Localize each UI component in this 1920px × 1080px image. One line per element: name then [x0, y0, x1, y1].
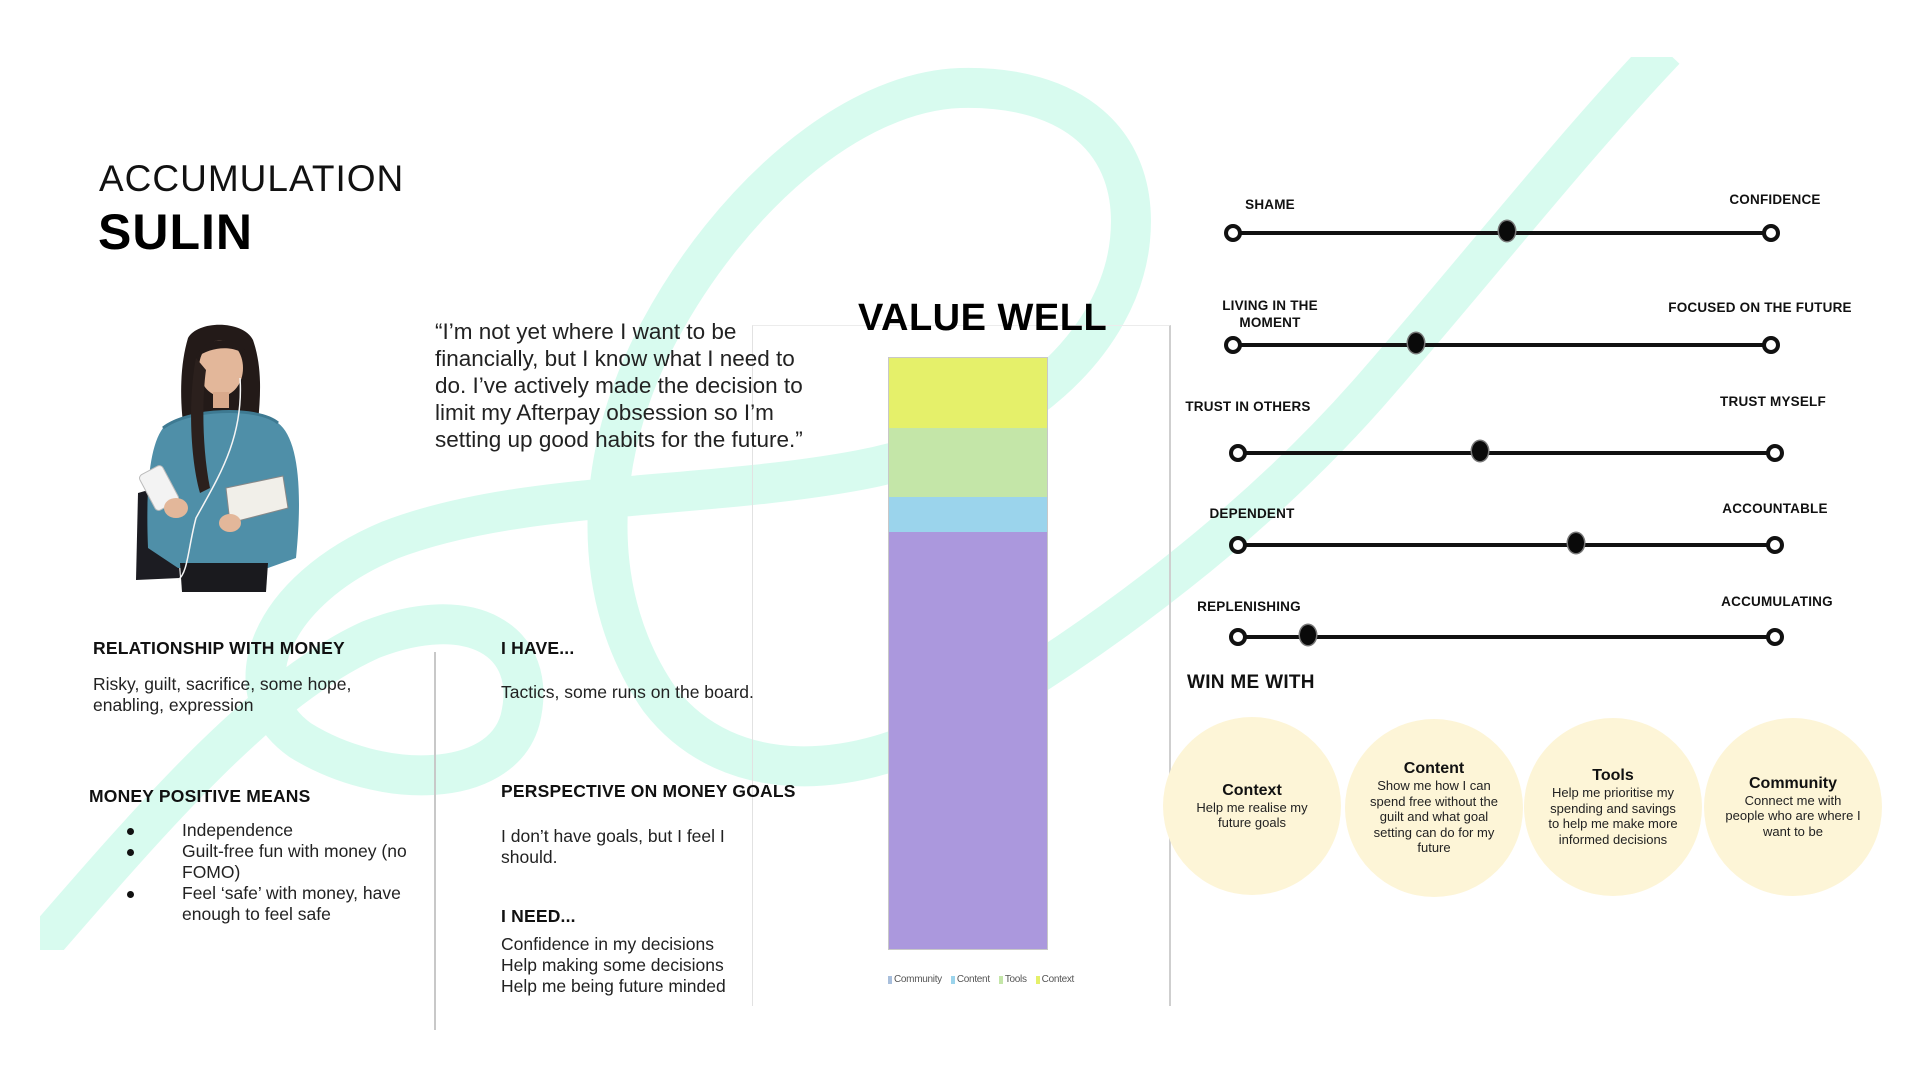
legend-label: Context	[1041, 974, 1075, 985]
i-need-list: Confidence in my decisions Help making s…	[501, 934, 801, 997]
i-need-item: Help making some decisions	[501, 955, 724, 975]
bar-segment-community	[889, 531, 1047, 949]
legend-swatch-icon	[888, 975, 892, 984]
bullet-icon	[127, 849, 134, 856]
i-have-text: Tactics, some runs on the board.	[501, 682, 754, 702]
slider-track[interactable]	[1238, 543, 1775, 547]
perspective-heading: PERSPECTIVE ON MONEY GOALS	[501, 781, 796, 801]
slider-right-label: TRUST MYSELF	[1720, 394, 1826, 409]
slider-left-label: REPLENISHING	[1197, 599, 1301, 614]
legend-item: Tools	[998, 974, 1027, 985]
value-well-title: VALUE WELL	[858, 297, 1108, 339]
value-well-legend: Community Content Tools Context	[888, 974, 1074, 985]
slider-track[interactable]	[1233, 343, 1771, 347]
win-card-text: Show me how I can spend free without the…	[1370, 778, 1498, 856]
win-card-title: Context	[1222, 781, 1282, 799]
i-need-item: Help me being future minded	[501, 976, 726, 996]
list-item: Independence	[118, 820, 418, 841]
money-positive-heading: MONEY POSITIVE MEANS	[89, 786, 311, 806]
slider-knob[interactable]	[1471, 441, 1488, 461]
legend-swatch-icon	[1035, 975, 1040, 984]
slider-left-label: DEPENDENT	[1209, 506, 1295, 521]
slider-start-cap-icon	[1224, 224, 1242, 242]
slider-start-cap-icon	[1224, 336, 1242, 354]
legend-swatch-icon	[950, 975, 955, 984]
bar-segment-context	[889, 358, 1047, 428]
win-card-context: Context Help me realise my future goals	[1163, 717, 1341, 895]
list-item: Guilt-free fun with money (no FOMO)	[118, 841, 418, 883]
slider-knob[interactable]	[1499, 221, 1516, 241]
relationship-text: Risky, guilt, sacrifice, some hope, enab…	[93, 674, 352, 715]
money-positive-list: Independence Guilt-free fun with money (…	[118, 820, 418, 925]
bullet-icon	[127, 828, 134, 835]
slider-knob[interactable]	[1407, 333, 1424, 353]
slider-start-cap-icon	[1229, 536, 1247, 554]
bar-segment-tools	[889, 427, 1047, 498]
win-card-title: Tools	[1592, 767, 1634, 784]
slider-left-label: SHAME	[1245, 197, 1295, 212]
list-item: Feel ‘safe’ with money, have enough to f…	[118, 883, 418, 925]
slider-right-label: ACCUMULATING	[1721, 594, 1833, 609]
persona-name: SULIN	[98, 204, 253, 260]
persona-quote: “I’m not yet where I want to be financia…	[435, 319, 803, 452]
legend-item: Context	[1035, 974, 1075, 985]
person-illustration-icon	[136, 324, 299, 592]
slider-right-label: FOCUSED ON THE FUTURE	[1668, 300, 1852, 315]
win-card-content: Content Show me how I can spend free with…	[1345, 719, 1523, 897]
i-need-item: Confidence in my decisions	[501, 934, 715, 954]
persona-photo	[118, 318, 314, 592]
slider-track[interactable]	[1238, 451, 1775, 455]
win-card-community: Community Connect me with people who are …	[1704, 718, 1882, 896]
value-well-stacked-bar	[888, 357, 1048, 950]
win-card-text: Help me prioritise my spending and savin…	[1548, 785, 1678, 847]
bullet-icon	[127, 891, 134, 898]
slider-left-label: TRUST IN OTHERS	[1185, 399, 1311, 414]
legend-label: Tools	[1004, 974, 1027, 985]
slider-end-cap-icon	[1762, 336, 1780, 354]
win-me-with-heading: WIN ME WITH	[1187, 672, 1315, 693]
persona-category: ACCUMULATION	[99, 158, 405, 199]
slider-start-cap-icon	[1229, 444, 1247, 462]
slider-track[interactable]	[1238, 635, 1775, 639]
legend-label: Content	[956, 974, 990, 985]
win-card-title: Community	[1749, 774, 1837, 792]
legend-item: Content	[950, 974, 990, 985]
column-divider	[434, 652, 436, 1030]
slider-start-cap-icon	[1229, 628, 1247, 646]
bar-segment-content	[889, 497, 1047, 532]
slider-end-cap-icon	[1766, 628, 1784, 646]
i-need-heading: I NEED...	[501, 906, 576, 926]
slider-left-label: LIVING IN THE MOMENT	[1222, 298, 1318, 330]
relationship-heading: RELATIONSHIP WITH MONEY	[93, 638, 345, 658]
slider-right-label: ACCOUNTABLE	[1722, 501, 1828, 516]
slider-knob[interactable]	[1299, 625, 1316, 645]
win-card-title: Content	[1403, 760, 1465, 778]
value-well-chart-frame	[752, 325, 1171, 1006]
legend-item: Community	[888, 974, 942, 985]
slider-right-label: CONFIDENCE	[1729, 192, 1821, 207]
slider-end-cap-icon	[1766, 444, 1784, 462]
win-card-tools: Tools Help me prioritise my spending and …	[1524, 718, 1702, 896]
perspective-text: I don’t have goals, but I feel I should.	[501, 826, 725, 867]
slider-end-cap-icon	[1762, 224, 1780, 242]
win-card-text: Connect me with people who are where I w…	[1725, 792, 1861, 839]
slider-knob[interactable]	[1568, 533, 1585, 553]
i-have-heading: I HAVE...	[501, 638, 575, 658]
slider-end-cap-icon	[1766, 536, 1784, 554]
win-card-text: Help me realise my future goals	[1196, 799, 1308, 831]
legend-swatch-icon	[998, 975, 1003, 984]
legend-label: Community	[894, 974, 942, 985]
